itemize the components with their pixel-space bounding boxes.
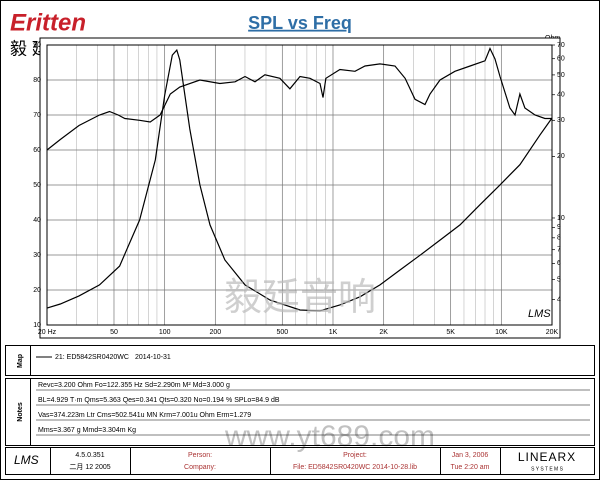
map-label: Map xyxy=(17,354,24,368)
footer-brand-sub: S Y S T E M S xyxy=(531,466,564,472)
footer-brand: LINEARX xyxy=(518,450,576,464)
legend-date: 2014-10-31 xyxy=(135,354,171,361)
y2-tick-label: 70 xyxy=(557,42,565,49)
y2-tick-label: 60 xyxy=(557,56,565,63)
y-tick-label: 30 xyxy=(33,252,41,259)
note-line: Revc=3.200 Ohm Fo=122.355 Hz Sd=2.290m M… xyxy=(38,382,230,389)
x-tick-label: 100 xyxy=(159,329,171,336)
y-tick-label: 20 xyxy=(33,287,41,294)
y2-tick-label: 7 xyxy=(557,247,561,254)
x-tick-label: 1K xyxy=(329,329,338,336)
x-tick-label: 2K xyxy=(379,329,388,336)
watermark-chinese: 毅廷音响 xyxy=(224,277,376,319)
notes-label: Notes xyxy=(17,402,24,422)
y2-tick-label: 30 xyxy=(557,117,565,124)
x-tick-label: 500 xyxy=(276,329,288,336)
plot-border xyxy=(46,44,553,326)
y2-tick-label: 8 xyxy=(557,235,561,242)
y2-tick-label: 5 xyxy=(557,276,561,283)
footer xyxy=(5,447,595,475)
version: 4.5.0.351 xyxy=(75,452,104,459)
file: File: ED5842SR0420WC 2014-10-28.lib xyxy=(293,464,417,471)
logo-brand: Eritten xyxy=(10,9,86,36)
plot-area xyxy=(39,37,561,339)
y-tick-label: 50 xyxy=(33,182,41,189)
footer-logo: LMS xyxy=(14,453,39,467)
series-line xyxy=(46,47,552,151)
date: Jan 3, 2006 xyxy=(452,452,489,459)
y-tick-label: 40 xyxy=(33,217,41,224)
build-date: 二月 12 2005 xyxy=(69,463,110,471)
y-tick-label: 10 xyxy=(33,322,41,329)
x-tick-label: 50 xyxy=(110,329,118,336)
time: Tue 2:20 am xyxy=(450,464,489,471)
y2-tick-label: 6 xyxy=(557,260,561,267)
company: Company: xyxy=(184,464,216,471)
y2-tick-label: 4 xyxy=(557,296,561,303)
y2-tick-label: 40 xyxy=(557,92,565,99)
note-line: Mms=3.367 g Mmd=3.304m Kg xyxy=(38,427,136,434)
project: Project: xyxy=(343,452,367,459)
y2-tick-label: 50 xyxy=(557,72,565,79)
x-tick-label: 200 xyxy=(209,329,221,336)
x-tick-label: 20 Hz xyxy=(38,329,57,336)
y-tick-label: 80 xyxy=(33,77,41,84)
notes-panel xyxy=(5,378,595,446)
y-tick-label: 90 xyxy=(33,42,41,49)
chart-title: SPL vs Freq xyxy=(248,13,352,33)
note-line: BL=4.929 T·m Qms=5.363 Qes=0.341 Qts=0.3… xyxy=(38,397,280,404)
legend-entry: 21: ED5842SR0420WC xyxy=(55,354,129,361)
series-line xyxy=(46,48,553,312)
map-panel xyxy=(5,345,595,376)
y-tick-label: 70 xyxy=(33,112,41,119)
y2-tick-label: 9 xyxy=(557,224,561,231)
x-tick-label: 10K xyxy=(495,329,508,336)
note-line: Vas=374.223m Ltr Cms=502.541u MN Krm=7.0… xyxy=(38,412,251,419)
y2-tick-label: 10 xyxy=(557,215,565,222)
x-tick-label: 20K xyxy=(546,329,559,336)
person: Person: xyxy=(188,452,212,459)
y2-tick-label: 20 xyxy=(557,153,565,160)
plot-mark: LMS xyxy=(528,308,551,320)
y-tick-label: 60 xyxy=(33,147,41,154)
x-tick-label: 5K xyxy=(446,329,455,336)
